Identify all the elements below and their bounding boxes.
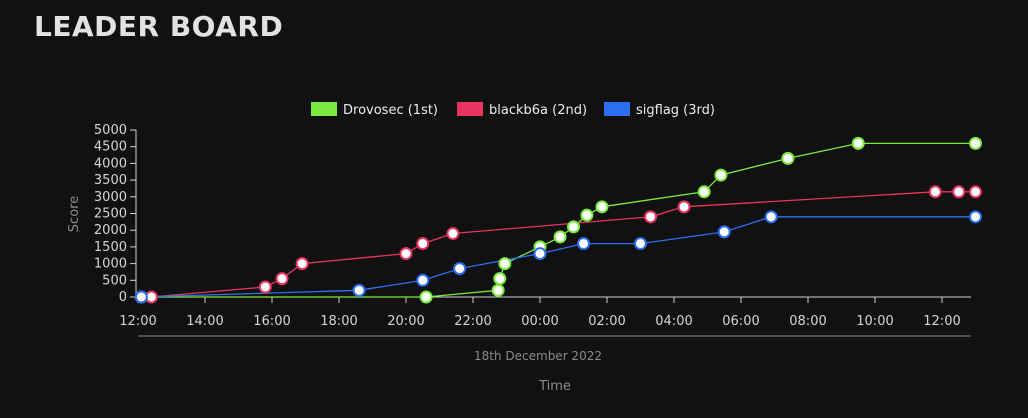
data-point[interactable]: [416, 273, 430, 287]
y-tick-label: 3000: [94, 190, 127, 205]
data-point[interactable]: [134, 290, 148, 304]
series-line: [151, 191, 976, 298]
x-tick-label: 00:00: [521, 314, 558, 329]
data-point[interactable]: [764, 210, 778, 224]
x-axis: 12:00 14:00 16:00 18:00 20:00 22:00 00:00 02:00…: [119, 296, 971, 337]
data-point[interactable]: [595, 200, 609, 214]
x-tick-label: 16:00: [253, 314, 290, 329]
page-title: LEADER BOARD: [34, 10, 284, 43]
data-point[interactable]: [644, 210, 658, 224]
legend-item[interactable]: Drovosec (1st): [311, 102, 438, 118]
data-point[interactable]: [580, 208, 594, 222]
series-line: [141, 216, 976, 298]
y-tick-label: 500: [102, 273, 127, 288]
data-point[interactable]: [928, 185, 942, 199]
y-tick-label: 1500: [94, 240, 127, 255]
legend-swatch: [311, 102, 337, 116]
data-point[interactable]: [446, 227, 460, 241]
data-point[interactable]: [295, 257, 309, 271]
y-tick-label: 1000: [94, 257, 127, 272]
series-2: [141, 216, 976, 298]
data-point[interactable]: [453, 262, 467, 276]
y-tick-label: 0: [119, 290, 127, 305]
y-tick-label: 4500: [94, 140, 127, 155]
data-point[interactable]: [717, 225, 731, 239]
x-axis-date-label: 18th December 2022: [474, 349, 602, 363]
x-tick-label: 06:00: [722, 314, 759, 329]
data-point[interactable]: [567, 220, 580, 234]
legend-swatch: [457, 102, 483, 116]
data-point[interactable]: [399, 247, 413, 261]
series-1: [151, 191, 976, 298]
series-0: [141, 142, 976, 298]
series-points-1: [144, 185, 982, 304]
x-tick-label: 14:00: [186, 314, 223, 329]
data-point[interactable]: [969, 185, 982, 199]
x-tick-label: 10:00: [856, 314, 893, 329]
x-tick-label: 04:00: [655, 314, 692, 329]
x-tick-label: 22:00: [454, 314, 491, 329]
series-points-2: [134, 210, 982, 304]
x-tick-label: 12:00: [119, 314, 156, 329]
data-point[interactable]: [677, 200, 691, 214]
data-point[interactable]: [275, 272, 289, 286]
x-tick-label: 18:00: [320, 314, 357, 329]
data-point[interactable]: [851, 136, 865, 150]
data-point[interactable]: [553, 230, 567, 244]
chart-legend: Drovosec (1st) blackb6a (2nd) sigflag (3rd…: [311, 102, 715, 118]
data-point[interactable]: [969, 210, 982, 224]
data-point[interactable]: [969, 136, 982, 150]
data-point[interactable]: [634, 237, 647, 251]
legend-label: sigflag (3rd): [636, 103, 715, 118]
y-tick-label: 3500: [94, 173, 127, 188]
data-point[interactable]: [533, 247, 547, 261]
series-points-0: [134, 136, 982, 304]
y-tick-label: 5000: [94, 123, 127, 138]
data-point[interactable]: [714, 168, 728, 182]
x-tick-label: 02:00: [588, 314, 625, 329]
data-point[interactable]: [258, 280, 272, 294]
legend-label: blackb6a (2nd): [489, 103, 587, 118]
y-axis-title: Score: [67, 196, 82, 232]
data-point[interactable]: [952, 185, 966, 199]
legend-swatch: [604, 102, 630, 116]
y-tick-label: 2000: [94, 223, 127, 238]
data-point[interactable]: [498, 257, 512, 271]
data-point[interactable]: [352, 283, 366, 297]
y-tick-label: 2500: [94, 207, 127, 222]
x-tick-label: 12:00: [923, 314, 960, 329]
data-point[interactable]: [577, 237, 591, 251]
series-layer: [134, 136, 982, 304]
data-point[interactable]: [493, 272, 507, 286]
data-point[interactable]: [491, 283, 505, 297]
legend-label: Drovosec (1st): [343, 103, 438, 118]
x-tick-label: 08:00: [789, 314, 826, 329]
series-line: [141, 142, 976, 298]
legend-item[interactable]: blackb6a (2nd): [457, 102, 587, 118]
x-axis-title: Time: [538, 379, 571, 394]
data-point[interactable]: [781, 151, 795, 165]
data-point[interactable]: [697, 185, 711, 199]
legend-item[interactable]: sigflag (3rd): [604, 102, 715, 118]
x-tick-label: 20:00: [387, 314, 424, 329]
y-tick-label: 4000: [94, 156, 127, 171]
data-point[interactable]: [416, 237, 430, 251]
data-point[interactable]: [419, 290, 433, 304]
